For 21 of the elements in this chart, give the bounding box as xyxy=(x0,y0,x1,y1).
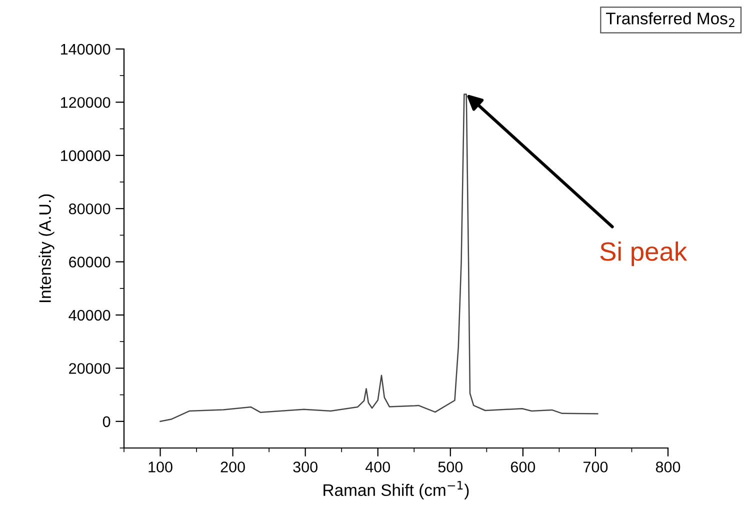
y-tick-label: 120000 xyxy=(60,97,110,108)
x-tick-label: 600 xyxy=(510,462,536,472)
x-tick-label: 200 xyxy=(220,462,245,472)
y-tick-label: 40000 xyxy=(68,310,110,321)
annotation: Si peak xyxy=(600,242,688,266)
y-tick-label: 100000 xyxy=(60,150,110,162)
y-tick-label: 140000 xyxy=(60,44,110,55)
line-series xyxy=(160,94,598,422)
y-tick-label: 20000 xyxy=(69,363,110,374)
y-tick-label: 60000 xyxy=(69,256,110,268)
text: Transferred Mos$_{2}$ xyxy=(606,12,734,27)
x-tick-label: 400 xyxy=(365,462,390,472)
x-tick-label: 300 xyxy=(293,462,318,472)
x-tick-label: 100 xyxy=(148,462,172,472)
x-tick-label: 700 xyxy=(584,462,608,472)
y-tick-label: 0 xyxy=(102,416,110,428)
x-tick-label: 500 xyxy=(438,462,463,472)
y-axis-title: Intensity (A.U.) xyxy=(38,194,54,302)
x-axis-title: Raman Shift (cm$^{−1}$) xyxy=(324,480,469,500)
x-tick-label: 800 xyxy=(656,462,680,472)
y-tick-label: 80000 xyxy=(68,203,110,214)
